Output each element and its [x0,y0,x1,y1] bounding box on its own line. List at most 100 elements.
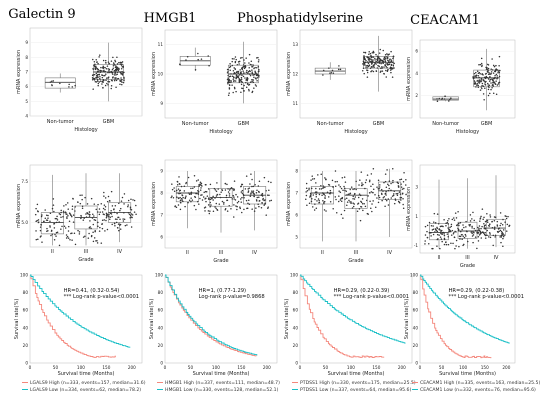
data-point [96,78,99,81]
data-point [377,201,380,204]
data-point [374,206,377,208]
data-point [89,220,91,222]
data-point [403,187,405,190]
data-point [478,76,480,79]
data-point [318,201,321,204]
data-point [50,80,53,83]
data-point [384,56,386,58]
data-point [244,62,246,64]
data-point [233,188,235,191]
data-point [473,80,476,82]
y-tick-label: 100 [410,273,418,278]
data-point [186,56,189,58]
data-point [363,57,366,59]
data-point [426,236,429,239]
data-point [98,230,101,232]
data-point [53,210,55,213]
data-point [458,224,460,227]
data-point [482,79,485,82]
data-point [92,240,95,243]
data-point [232,73,235,75]
data-point [405,179,407,181]
data-point [261,193,263,196]
data-point [94,80,97,83]
data-point [63,225,66,227]
data-point [489,214,491,216]
data-point [229,188,232,190]
data-point [258,76,260,78]
data-point [245,57,247,59]
data-point [117,69,120,72]
data-point [243,208,245,211]
data-point [385,65,387,68]
data-point [212,199,214,201]
data-point [394,199,397,201]
data-point [93,65,96,68]
data-point [506,223,509,226]
data-point [216,194,219,196]
data-point [107,80,109,83]
data-point [111,73,114,75]
data-point [180,201,182,204]
data-point [478,64,480,66]
data-point [117,67,119,69]
data-point [112,56,114,59]
data-point [229,62,231,65]
data-point [447,243,450,246]
data-point [97,221,99,224]
data-point [102,79,105,81]
data-point [39,229,42,232]
plot-frame [419,39,516,119]
data-point [92,223,95,226]
x-tick-label: II [51,249,54,255]
data-point [36,203,39,206]
data-point [97,80,99,82]
data-point [106,215,108,218]
data-point [36,219,38,222]
data-point [426,230,428,233]
data-point [234,87,236,90]
data-point [436,230,439,233]
y-axis-label: mRNA expression [16,50,22,94]
data-point [65,234,68,236]
data-point [383,58,386,61]
data-point [353,203,355,205]
legend-entry: CEACAM1 Low (n=332, events=76, median=95… [420,387,536,393]
y-tick-label: 5.0 [21,220,28,225]
data-point [439,236,442,238]
y-axis-label: mRNA expression [406,187,412,231]
data-point [184,205,186,208]
data-point [340,213,343,216]
data-point [92,68,94,70]
x-tick-label: 50 [188,365,194,370]
data-point [392,194,395,197]
y-tick-label: 5 [25,99,28,104]
data-point [457,227,459,230]
y-tick-label: 0 [25,361,28,366]
data-point [211,197,213,200]
data-point [264,202,266,205]
data-point [484,84,487,86]
data-point [106,200,109,203]
data-point [502,229,505,231]
data-point [433,212,436,215]
data-point [343,209,346,212]
data-point [436,98,438,100]
data-point [311,175,313,177]
y-axis-label: Survival rate(%) [149,299,155,340]
data-point [445,222,447,224]
data-point [390,50,392,53]
data-point [247,190,250,192]
data-point [231,64,234,67]
data-point [243,59,245,61]
data-point [481,84,483,87]
data-point [332,186,334,188]
data-point [244,188,247,190]
data-point [370,173,373,175]
data-point [372,168,375,170]
data-point [197,52,199,55]
data-point [110,87,112,90]
data-point [115,65,117,67]
data-point [176,181,179,183]
